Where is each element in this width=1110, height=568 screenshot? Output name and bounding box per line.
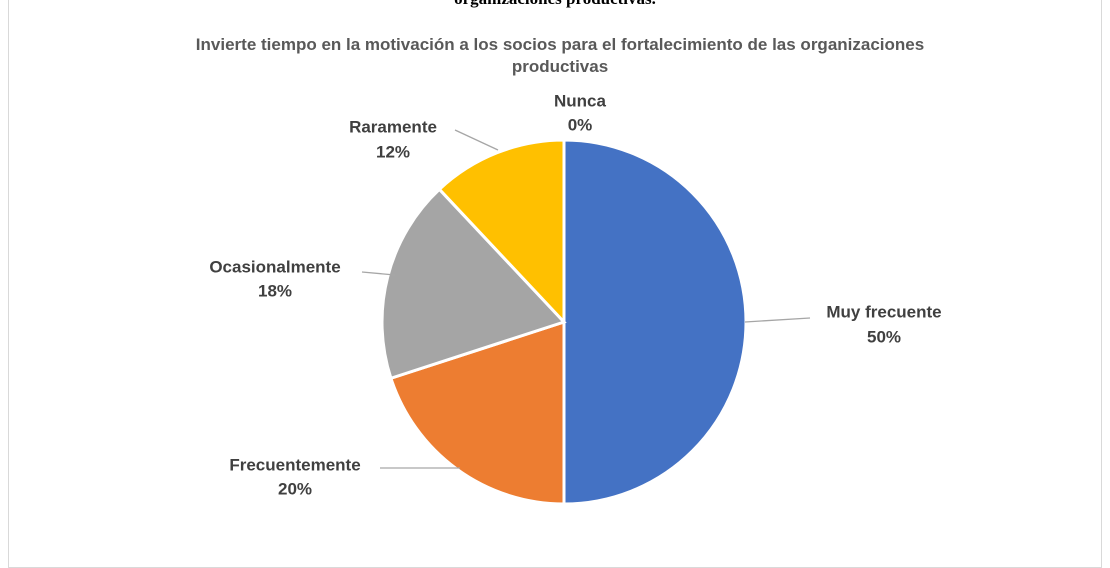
pie-slice xyxy=(562,138,748,506)
slice-label: Raramente xyxy=(349,117,437,136)
slice-label: Frecuentemente xyxy=(229,455,360,474)
leader-line xyxy=(361,271,396,276)
slice-value-label: 50% xyxy=(867,327,901,346)
heading: organizaciones productivas. xyxy=(0,0,1110,9)
pie-slice xyxy=(437,138,566,326)
slice-value-label: 0% xyxy=(568,115,593,134)
slice-value-label: 18% xyxy=(258,281,292,300)
slice-label: Ocasionalmente xyxy=(209,257,340,276)
slice-label: Muy frecuente xyxy=(826,302,941,321)
leader-line xyxy=(454,129,499,151)
slice-value-label: 12% xyxy=(376,142,410,161)
pie-slice xyxy=(380,187,567,381)
leader-line xyxy=(744,317,811,323)
pie-slice xyxy=(389,319,566,506)
slice-label: Nunca xyxy=(554,91,607,110)
slice-value-label: 20% xyxy=(278,479,312,498)
chart-title: Invierte tiempo en la motivación a los s… xyxy=(195,35,925,76)
